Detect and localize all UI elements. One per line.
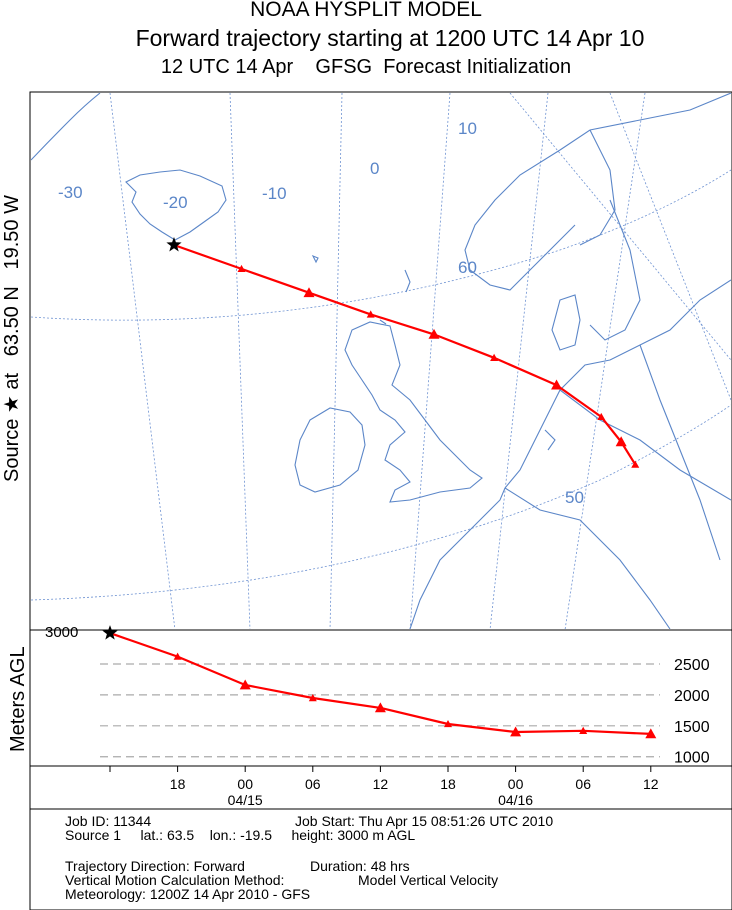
- vertical-method-value: Model Vertical Velocity: [358, 872, 499, 888]
- height-frame: [29, 629, 732, 767]
- job-id: Job ID: 11344: [65, 813, 152, 829]
- height-line: [109, 632, 651, 735]
- lat-label: 50: [565, 488, 584, 507]
- height-marker: [645, 728, 657, 739]
- lon-label: -30: [58, 183, 83, 202]
- y-tick-label: 1000: [674, 750, 710, 767]
- info-line-5: Meteorology: 1200Z 14 Apr 2010 - GFS: [65, 886, 311, 902]
- lon-label: -10: [262, 184, 287, 203]
- chart-subtitle-2: 12 UTC 14 Apr GFSG Forecast Initializati…: [160, 56, 572, 78]
- coastlines: [31, 93, 731, 629]
- x-tick-label: 18: [440, 776, 456, 792]
- trajectory-marker: [303, 287, 315, 298]
- graticule-labels: -30 -20 -10 0 10 60 50: [58, 119, 584, 507]
- x-tick-label: 00: [237, 776, 253, 792]
- map-frame: [29, 91, 732, 631]
- trajectory-marker: [237, 264, 246, 273]
- trajectory-marker: [366, 310, 375, 318]
- source-star-icon: [102, 625, 118, 640]
- date-label: 04/15: [228, 792, 263, 808]
- height-marker: [579, 726, 588, 734]
- height-marker: [444, 719, 452, 728]
- lat-label: 60: [458, 258, 477, 277]
- height-marker: [173, 652, 182, 660]
- trajectory-marker: [631, 460, 640, 468]
- trajectory-path-group: [166, 237, 640, 468]
- y-tick-label: 2500: [674, 657, 710, 674]
- graticule: [31, 93, 731, 629]
- lon-label: 0: [370, 159, 379, 178]
- direction: Trajectory Direction: Forward: [65, 858, 245, 874]
- info-line-4: Vertical Motion Calculation Method: Model…: [65, 872, 498, 888]
- info-line-3: Trajectory Direction: Forward Duration: 4…: [65, 858, 410, 874]
- x-tick-label: 12: [373, 776, 389, 792]
- height-marker: [239, 679, 251, 690]
- info-line-2: Source 1 lat.: 63.5 lon.: -19.5 height: …: [65, 827, 416, 843]
- y-axis-label: Meters AGL: [7, 646, 29, 752]
- job-start: Job Start: Thu Apr 15 08:51:26 UTC 2010: [295, 813, 554, 829]
- start-height-label: 3000: [45, 624, 78, 641]
- time-axis: 18 00 06 12 18 00 06 12 04/15 04/16: [109, 766, 659, 808]
- info-line-1: Job ID: 11344 Job Start: Thu Apr 15 08:51…: [65, 813, 553, 829]
- lon-label: -20: [163, 193, 188, 212]
- chart-subtitle: Forward trajectory starting at 1200 UTC …: [135, 25, 645, 51]
- date-label: 04/16: [498, 792, 533, 808]
- trajectory-marker: [490, 353, 499, 361]
- duration: Duration: 48 hrs: [310, 858, 410, 874]
- source-label: Source ★ at 63.50 N 19.50 W: [1, 195, 23, 482]
- map-area: -30 -20 -10 0 10 60 50: [31, 93, 731, 629]
- lon-label: 10: [458, 119, 477, 138]
- trajectory-line: [173, 243, 637, 466]
- chart-title: NOAA HYSPLIT MODEL: [250, 0, 482, 21]
- source-star-icon: [166, 237, 182, 252]
- height-plot: 1000 1500 2000 2500: [100, 625, 710, 767]
- x-tick-label: 18: [170, 776, 186, 792]
- height-marker: [510, 726, 522, 737]
- trajectory-marker: [615, 436, 627, 447]
- x-tick-label: 06: [305, 776, 321, 792]
- height-marker: [308, 694, 317, 702]
- y-tick-label: 1500: [674, 719, 710, 736]
- trajectory-marker: [428, 328, 440, 339]
- x-tick-label: 12: [643, 776, 659, 792]
- trajectory-marker: [551, 379, 563, 390]
- x-tick-label: 06: [575, 776, 591, 792]
- y-tick-label: 2000: [674, 688, 710, 705]
- info-frame: [29, 808, 732, 910]
- x-tick-label: 00: [508, 776, 524, 792]
- height-marker: [374, 702, 386, 713]
- trajectory-marker: [597, 412, 606, 421]
- vertical-method: Vertical Motion Calculation Method:: [65, 872, 285, 888]
